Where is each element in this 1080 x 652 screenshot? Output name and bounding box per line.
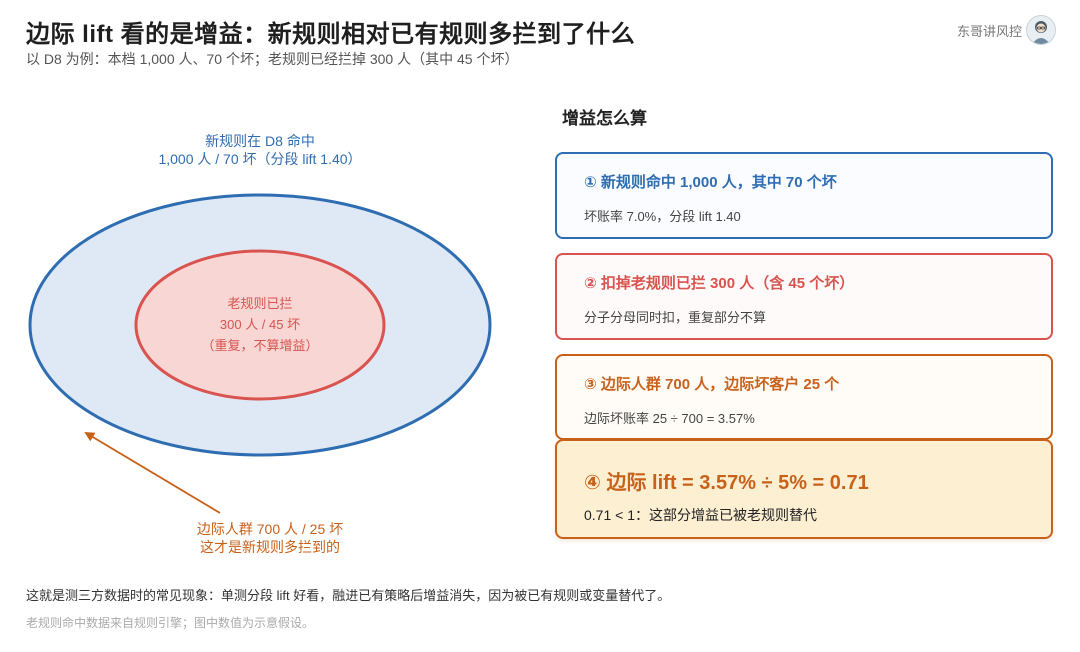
avatar-icon xyxy=(1026,15,1056,45)
outer-label-line1: 新规则在 D8 命中 xyxy=(205,133,315,149)
inner-label-line1: 老规则已拦 xyxy=(227,296,293,311)
author-name: 东哥讲风控 xyxy=(956,24,1022,39)
step-card-3-body: 边际坏账率 25 ÷ 700 = 3.57% xyxy=(584,411,755,426)
step-card-4-result: ④ 边际 lift = 3.57% ÷ 5% = 0.71 0.71 < 1：这… xyxy=(555,439,1053,539)
footer-note: 这就是测三方数据时的常见现象：单测分段 lift 好看，融进已有策略后增益消失，… xyxy=(26,588,671,603)
step-card-2-body: 分子分母同时扣，重复部分不算 xyxy=(584,310,767,325)
page-subtitle: 以 D8 为例：本档 1,000 人、70 个坏；老规则已经拦掉 300 人（其… xyxy=(26,51,519,67)
marginal-label-line1: 边际人群 700 人 / 25 坏 xyxy=(196,521,344,537)
step-card-4-body: 0.71 < 1：这部分增益已被老规则替代 xyxy=(584,507,817,523)
marginal-group-label: 边际人群 700 人 / 25 坏 这才是新规则多拦到的 xyxy=(140,520,400,556)
step-card-1: ① 新规则命中 1,000 人，其中 70 个坏 坏账率 7.0%，分段 lif… xyxy=(555,152,1053,239)
page-title: 边际 lift 看的是增益：新规则相对已有规则多拦到了什么 xyxy=(26,21,636,48)
step-card-1-body: 坏账率 7.0%，分段 lift 1.40 xyxy=(584,209,741,224)
step-card-3: ③ 边际人群 700 人，边际坏客户 25 个 边际坏账率 25 ÷ 700 =… xyxy=(555,354,1053,440)
outer-ellipse-label: 新规则在 D8 命中 1,000 人 / 70 坏（分段 lift 1.40） xyxy=(110,132,410,168)
inner-ellipse-old-rule xyxy=(134,249,386,401)
step-card-2: ② 扣掉老规则已拦 300 人（含 45 个坏） 分子分母同时扣，重复部分不算 xyxy=(555,253,1053,340)
inner-label-line3: （重复，不算增益） xyxy=(201,338,319,353)
step-card-4-heading: ④ 边际 lift = 3.57% ÷ 5% = 0.71 xyxy=(584,472,869,494)
outer-label-line2: 1,000 人 / 70 坏（分段 lift 1.40） xyxy=(158,151,362,167)
steps-title: 增益怎么算 xyxy=(562,109,647,128)
footer-source: 老规则命中数据来自规则引擎；图中数值为示意假设。 xyxy=(26,616,315,630)
marginal-label-line2: 这才是新规则多拦到的 xyxy=(200,539,340,555)
inner-ellipse-label: 老规则已拦 300 人 / 45 坏 （重复，不算增益） xyxy=(160,293,360,356)
step-card-1-heading: ① 新规则命中 1,000 人，其中 70 个坏 xyxy=(584,174,837,191)
inner-label-line2: 300 人 / 45 坏 xyxy=(219,317,301,332)
step-card-2-heading: ② 扣掉老规则已拦 300 人（含 45 个坏） xyxy=(584,275,855,292)
step-card-3-heading: ③ 边际人群 700 人，边际坏客户 25 个 xyxy=(584,376,840,393)
arrow-icon xyxy=(84,431,221,514)
